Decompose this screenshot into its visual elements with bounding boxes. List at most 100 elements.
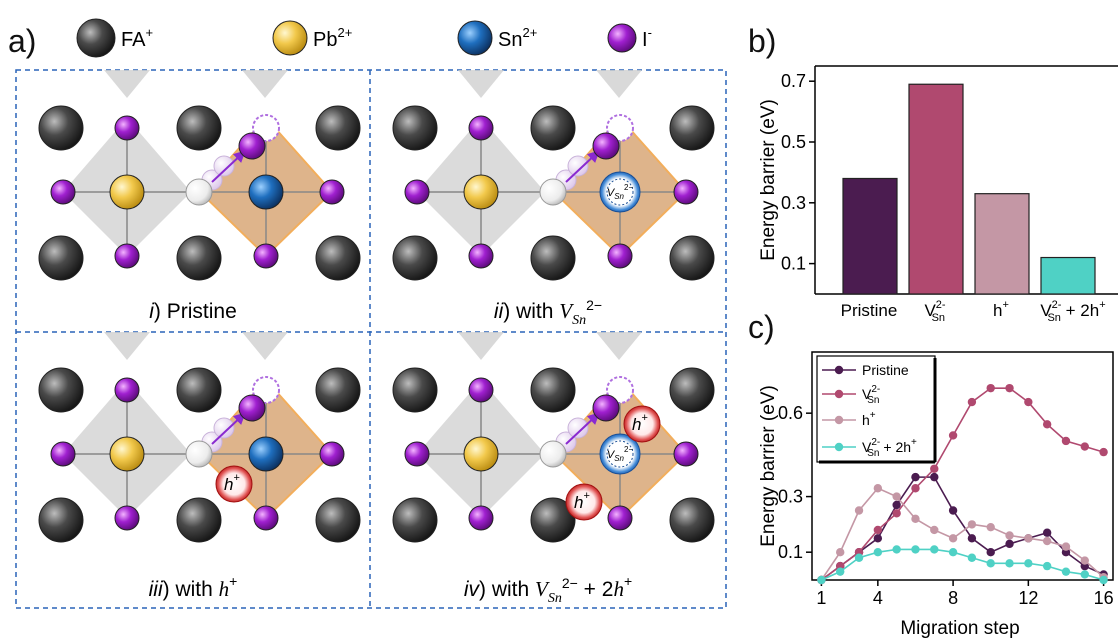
vacancy-letter: V (607, 187, 616, 199)
series-3-point (1061, 542, 1071, 551)
caption-iii: iii) with h+ (149, 573, 238, 601)
bar-y-tick-label: 0.5 (781, 132, 806, 152)
cat-part: h (993, 301, 1002, 320)
i-sphere-icon (114, 115, 140, 141)
series-3-point (967, 520, 977, 529)
hole-letter: h (632, 415, 641, 434)
bar-chart: Energy barrier (eV) 0.1 0.3 0.5 0.7 Pristine… (758, 65, 1118, 324)
series-line-3 (820, 487, 1105, 581)
leg-part: V (862, 386, 872, 402)
cat-part: Sn (1047, 312, 1060, 324)
i-sphere-icon (607, 505, 633, 531)
series-2-point (892, 509, 901, 518)
series-1-point (948, 506, 958, 515)
vacancy-sup: 2− (624, 183, 633, 192)
sn-vacancy-ring-icon (606, 178, 634, 206)
leg-part: Sn (867, 395, 879, 406)
bar-chart-ylabel: Energy barrier (eV) (758, 99, 779, 261)
cat-part: + (1099, 299, 1105, 311)
vacancy-sub: Sn (614, 454, 624, 463)
bar-3 (974, 193, 1030, 295)
line-x-tick-label: 16 (1094, 588, 1114, 608)
cat-part: + (1003, 299, 1009, 311)
fa-sphere-icon (530, 235, 576, 281)
i-sphere-icon (673, 441, 699, 467)
sn-vacancy-icon (599, 433, 641, 475)
series-2-point (1005, 383, 1014, 393)
bar-1 (842, 177, 898, 295)
i-sphere-icon (319, 179, 345, 205)
vacancy-label: VSn2− (607, 445, 634, 463)
leg-part: Sn (867, 448, 879, 459)
line-chart-ylabel: Energy barrier (eV) (758, 385, 779, 547)
series-2-point (948, 431, 958, 440)
bar-y-tick-label: 0.7 (781, 71, 806, 91)
series-3-point (854, 506, 864, 515)
pb-sphere-icon (463, 436, 499, 472)
cat-part: + 2h (1061, 301, 1099, 320)
series-3-point (986, 522, 995, 532)
sn-vacancy-icon (599, 171, 641, 213)
fa-sphere-icon (315, 497, 361, 543)
octahedron-shadow (242, 70, 288, 98)
subpanel-captions: i) Pristine ii) with VSn2− iii) with h+ … (149, 297, 633, 606)
legend-label-sn: Sn2+ (498, 25, 537, 51)
line-chart: Energy barrier (eV) Migration step 1 4 8 12… (758, 351, 1114, 639)
vacancy-site-icon (252, 376, 280, 404)
panel-b-label: b) (748, 23, 776, 59)
vacancy-site-icon (606, 376, 634, 404)
i-sphere-faded-icon (213, 155, 235, 177)
octahedron-shadow (596, 70, 642, 98)
series-2-point (911, 484, 920, 493)
migration-arrow-icon (211, 150, 246, 183)
panel-c-label: c) (748, 309, 775, 345)
legend-label-i: I- (642, 25, 652, 51)
i-sphere-icon (404, 179, 430, 205)
series-4-point (892, 545, 901, 554)
series-3-point (1042, 536, 1052, 546)
i-sphere-icon (607, 243, 633, 269)
line-chart-xlabel: Migration step (900, 618, 1019, 639)
series-4-point (986, 559, 995, 568)
fa-sphere-icon (392, 105, 438, 151)
legend-entry-label: V2-Sn + 2h+ (862, 437, 917, 459)
series-1-point (986, 547, 995, 557)
legend-swatch-point (834, 389, 844, 399)
vacancy-site-icon (252, 114, 280, 142)
series-3-point (873, 484, 883, 493)
series-4-point (948, 547, 958, 557)
sn-vacancy-ring-icon (606, 440, 634, 468)
series-line-4 (821, 548, 1104, 581)
bar-category-label: V2-Sn + 2h+ (1040, 299, 1105, 324)
bar-category-label: Pristine (841, 301, 898, 320)
series-1-point (911, 472, 920, 482)
fa-sphere-icon (315, 105, 361, 151)
series-3-point (1005, 531, 1014, 540)
leg-part: + 2h (879, 439, 911, 455)
octahedron-shadow (104, 70, 150, 98)
hole-icon (623, 405, 661, 443)
fa-sphere-icon (669, 367, 715, 413)
series-4-point (1080, 570, 1089, 579)
fa-sphere-icon (669, 235, 715, 281)
vacancy-sup: 2− (624, 445, 633, 454)
fa-sphere-icon (315, 367, 361, 413)
i-sphere-icon (468, 243, 494, 269)
hole-icon (565, 483, 603, 521)
lattice-panel-4: VSn2−h+h+ (392, 332, 715, 543)
migration-arrow-icon (565, 150, 600, 183)
caption-iv: iv) with VSn2− + 2h+ (464, 573, 632, 606)
series-1-point (892, 500, 901, 510)
cat-part: Sn (932, 312, 945, 324)
octahedron-shadow (458, 70, 504, 98)
vacancy-letter: V (607, 449, 616, 461)
interstitial-sphere-icon (539, 178, 567, 206)
lattice-panel-3: h+ (38, 332, 361, 543)
octahedron-shadow (596, 332, 642, 360)
series-4-point (1024, 559, 1033, 568)
line-chart-frame (811, 351, 1114, 581)
fa-sphere-icon (38, 235, 84, 281)
hole-label: h+ (224, 472, 240, 494)
fa-sphere-icon (530, 497, 576, 543)
